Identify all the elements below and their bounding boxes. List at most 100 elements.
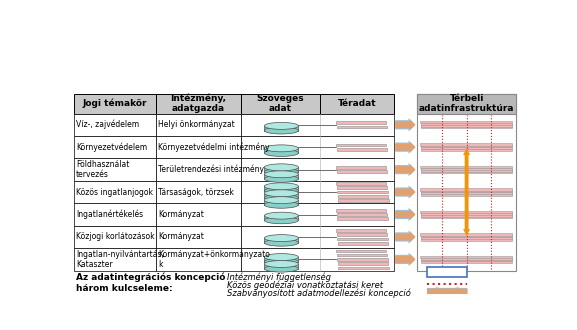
Ellipse shape [264, 171, 298, 178]
Bar [241, 136, 394, 158]
FancyArrow shape [395, 209, 415, 220]
Bar [241, 226, 394, 248]
FancyArrow shape [395, 163, 415, 176]
Bar [337, 238, 388, 240]
Ellipse shape [264, 164, 298, 171]
Text: Szöveges
adat: Szöveges adat [257, 94, 305, 113]
Bar [427, 267, 467, 277]
Bar [74, 248, 156, 271]
Ellipse shape [264, 145, 298, 152]
Bar [421, 213, 512, 215]
Bar [264, 238, 298, 243]
FancyArrow shape [395, 208, 415, 221]
Bar [421, 192, 512, 194]
Bar [339, 267, 389, 269]
Bar [336, 182, 387, 185]
Ellipse shape [264, 235, 298, 242]
Ellipse shape [264, 217, 298, 224]
Text: Intézmény,
adatgazda: Intézmény, adatgazda [170, 94, 226, 114]
Ellipse shape [264, 194, 298, 201]
Bar [264, 216, 298, 220]
FancyArrow shape [463, 148, 470, 192]
Bar [421, 259, 512, 261]
Ellipse shape [264, 127, 298, 134]
Bar [420, 166, 512, 168]
FancyArrow shape [395, 254, 415, 265]
Text: Víz-, zajvédelem: Víz-, zajvédelem [76, 120, 139, 129]
Bar [420, 256, 512, 258]
Text: Szabványosított adatmodellezési koncepció: Szabványosított adatmodellezési koncepci… [227, 288, 411, 298]
Bar [420, 144, 512, 146]
Bar [320, 93, 394, 114]
Bar [241, 93, 320, 114]
FancyArrow shape [395, 231, 415, 243]
FancyArrow shape [433, 287, 467, 296]
Bar [421, 169, 512, 172]
Bar [421, 147, 512, 149]
Bar [241, 158, 394, 181]
Bar [336, 144, 387, 147]
Bar [264, 148, 298, 153]
Bar [74, 114, 156, 136]
Text: Társaságok, törzsek: Társaságok, törzsek [158, 187, 234, 197]
Bar [264, 126, 298, 130]
Text: Földhasználat
tervezés: Földhasználat tervezés [76, 160, 129, 179]
Ellipse shape [264, 176, 298, 182]
Bar [336, 148, 387, 151]
Ellipse shape [264, 260, 298, 267]
Bar [264, 167, 298, 172]
Bar [264, 264, 298, 269]
FancyArrow shape [395, 164, 415, 175]
Bar [338, 242, 388, 245]
Bar [421, 168, 512, 170]
Bar [156, 114, 241, 136]
Bar [421, 257, 512, 260]
Bar [241, 181, 394, 203]
Ellipse shape [264, 212, 298, 219]
Bar [156, 93, 241, 114]
Text: Térbeli
adatinfrastruktúra: Térbeli adatinfrastruktúra [419, 94, 514, 113]
Text: Közös ingatlanjogok: Közös ingatlanjogok [76, 187, 153, 197]
Text: Kormányzat+önkormányzato
k: Kormányzat+önkormányzato k [158, 250, 270, 269]
Ellipse shape [264, 239, 298, 246]
Text: Ingatlan-nyilvántartás,
Kataszter: Ingatlan-nyilvántartás, Kataszter [76, 250, 164, 269]
FancyArrow shape [395, 230, 415, 244]
Bar [74, 93, 156, 114]
Bar [156, 226, 241, 248]
Text: Kormányzat: Kormányzat [158, 210, 204, 219]
Bar [417, 93, 516, 114]
Bar [264, 193, 298, 198]
Bar [156, 158, 241, 181]
Bar [264, 174, 298, 179]
Bar [336, 186, 387, 189]
Ellipse shape [264, 183, 298, 190]
Bar [264, 257, 298, 262]
Bar [338, 262, 388, 265]
Text: Ingatlanértékelés: Ingatlanértékelés [76, 210, 143, 219]
Bar [337, 258, 388, 261]
Bar [74, 181, 156, 203]
Bar [421, 124, 512, 127]
Bar [336, 209, 387, 212]
Ellipse shape [264, 149, 298, 156]
Text: Téradat: Téradat [338, 99, 376, 108]
FancyArrow shape [395, 253, 415, 266]
Bar [74, 203, 156, 226]
Bar [336, 166, 387, 169]
Bar [156, 181, 241, 203]
Bar [336, 213, 387, 216]
Bar [421, 238, 512, 241]
Bar [421, 193, 512, 196]
Text: Környezetvédelem: Környezetvédelem [76, 143, 147, 152]
Bar [336, 234, 387, 236]
Bar [339, 199, 389, 202]
Text: Közös geodéziai vonatkoztatási keret: Közös geodéziai vonatkoztatási keret [227, 280, 383, 290]
Ellipse shape [264, 197, 298, 204]
Ellipse shape [264, 190, 298, 197]
Bar [74, 136, 156, 158]
Bar [421, 214, 512, 216]
Ellipse shape [264, 187, 298, 194]
Text: Intézményi függetlenség: Intézményi függetlenség [227, 273, 331, 282]
FancyArrow shape [395, 142, 415, 153]
Bar [241, 203, 394, 226]
